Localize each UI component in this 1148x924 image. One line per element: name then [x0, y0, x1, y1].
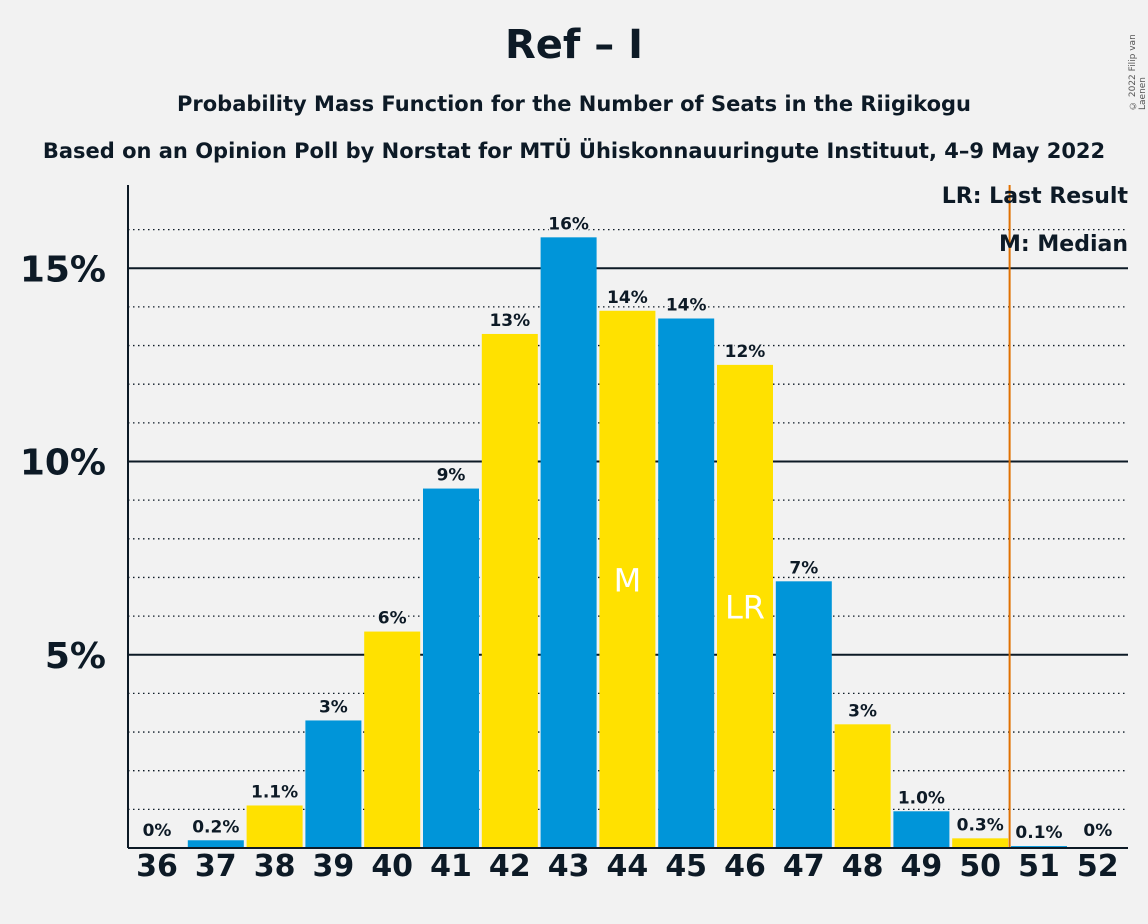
y-tick-label: 10% [20, 443, 106, 484]
x-tick-label: 50 [959, 849, 1001, 884]
bar [540, 237, 597, 848]
bar-value-label: 14% [666, 295, 707, 315]
x-tick-label: 41 [430, 849, 472, 884]
bar-value-label: 6% [378, 609, 407, 629]
bar-value-label: 0.1% [1015, 823, 1062, 843]
bar-value-label: 0% [143, 821, 172, 841]
bar [834, 724, 891, 848]
bar-value-label: 14% [607, 288, 648, 308]
y-tick-label: 5% [45, 636, 106, 677]
bar-value-label: 0.3% [957, 815, 1004, 835]
bar-value-label: 3% [319, 697, 348, 717]
x-tick-label: 37 [195, 849, 237, 884]
x-tick-label: 51 [1018, 849, 1060, 884]
bar-value-label: 16% [548, 214, 589, 234]
chart-subtitle: Probability Mass Function for the Number… [177, 92, 971, 116]
bar [305, 720, 362, 848]
x-tick-label: 39 [313, 849, 355, 884]
x-tick-label: 48 [842, 849, 884, 884]
bar-value-label: 12% [725, 342, 766, 362]
bar [187, 840, 244, 848]
x-tick-label: 42 [489, 849, 531, 884]
legend-median: M: Median [999, 232, 1128, 257]
bar [599, 310, 656, 848]
x-tick-label: 38 [254, 849, 296, 884]
x-tick-label: 44 [607, 849, 649, 884]
x-tick-label: 46 [724, 849, 766, 884]
x-tick-label: 52 [1077, 849, 1119, 884]
bar-value-label: 0.2% [192, 817, 239, 837]
bar-value-label: 1.0% [898, 788, 945, 808]
bar [481, 333, 538, 849]
legend-last-result: LR: Last Result [941, 184, 1128, 209]
median-marker: M [614, 561, 642, 599]
chart-title: Ref – I [504, 22, 644, 68]
x-tick-label: 43 [548, 849, 590, 884]
bar-value-label: 7% [789, 558, 818, 578]
x-tick-label: 40 [371, 849, 413, 884]
last-result-marker: LR [725, 588, 765, 626]
bar [246, 805, 303, 848]
bar-value-label: 3% [848, 701, 877, 721]
y-tick-label: 15% [20, 249, 106, 290]
bar [658, 318, 715, 848]
x-tick-label: 45 [665, 849, 707, 884]
bar [717, 364, 773, 848]
bar [893, 811, 950, 848]
x-tick-label: 47 [783, 849, 825, 884]
x-tick-label: 49 [901, 849, 943, 884]
x-tick-label: 36 [136, 849, 178, 884]
bar [364, 631, 421, 848]
bar-value-label: 13% [489, 311, 530, 331]
bar [423, 488, 479, 848]
chart-source: Based on an Opinion Poll by Norstat for … [42, 139, 1106, 163]
bar-value-label: 1.1% [251, 782, 298, 802]
bar [952, 838, 1009, 848]
bar-value-label: 9% [437, 466, 466, 486]
bar-value-label: 0% [1083, 821, 1112, 841]
bar [775, 581, 832, 848]
